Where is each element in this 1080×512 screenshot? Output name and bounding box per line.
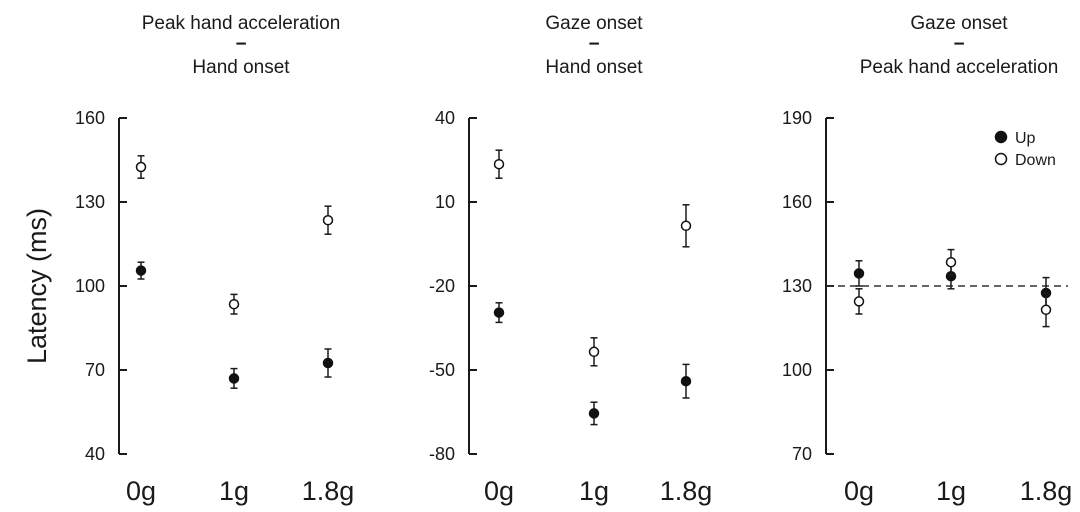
- data-point-up: [230, 374, 239, 383]
- x-tick-label: 1.8g: [1020, 476, 1073, 506]
- y-tick-label: 70: [85, 360, 105, 380]
- legend-label: Up: [1015, 130, 1036, 147]
- x-tick-label: 0g: [126, 476, 156, 506]
- y-tick-label: 70: [792, 444, 812, 464]
- legend-marker-up: [996, 132, 1007, 143]
- panel-title-top: Peak hand acceleration: [142, 13, 341, 34]
- y-tick-label: 130: [782, 276, 812, 296]
- chart-panel-2: Gaze onset−Hand onset -80 -50 -20 10 40 0g 1g 1.…: [429, 13, 712, 506]
- legend: Up Down: [996, 130, 1056, 169]
- y-tick-label: 40: [435, 108, 455, 128]
- panel-title-bottom: Hand onset: [192, 57, 290, 78]
- y-tick-label: 160: [75, 108, 105, 128]
- data-point-up: [137, 266, 146, 275]
- data-point-up: [324, 359, 333, 368]
- data-point-down: [324, 216, 333, 225]
- panel-title-operator: −: [588, 34, 599, 55]
- y-tick-label: 100: [782, 360, 812, 380]
- y-axis-label: Latency (ms): [22, 208, 52, 364]
- data-point-up: [682, 377, 691, 386]
- data-point-down: [495, 160, 504, 169]
- panel-title-operator: −: [235, 34, 246, 55]
- chart-panel-1: Peak hand acceleration−Hand onset 40 70 100…: [75, 13, 354, 506]
- x-tick-label: 1g: [579, 476, 609, 506]
- data-point-down: [682, 221, 691, 230]
- legend-marker-down: [996, 154, 1007, 165]
- y-tick-label: 40: [85, 444, 105, 464]
- data-point-down: [590, 347, 599, 356]
- x-tick-label: 1.8g: [660, 476, 713, 506]
- x-tick-label: 0g: [484, 476, 514, 506]
- panel-title-top: Gaze onset: [910, 13, 1008, 34]
- data-point-up: [495, 308, 504, 317]
- x-tick-label: 1g: [936, 476, 966, 506]
- y-tick-label: 100: [75, 276, 105, 296]
- data-point-down: [1042, 305, 1051, 314]
- chart-panel-3: Gaze onset−Peak hand acceleration 70 100 13…: [782, 13, 1072, 506]
- panel-title-bottom: Hand onset: [545, 57, 643, 78]
- data-point-down: [947, 258, 956, 267]
- y-tick-label: -20: [429, 276, 455, 296]
- y-tick-label: 190: [782, 108, 812, 128]
- data-point-down: [230, 300, 239, 309]
- y-tick-label: 10: [435, 192, 455, 212]
- data-point-up: [590, 409, 599, 418]
- x-tick-label: 1g: [219, 476, 249, 506]
- data-point-down: [855, 297, 864, 306]
- panel-title-operator: −: [953, 34, 964, 55]
- y-tick-label: -80: [429, 444, 455, 464]
- data-point-down: [137, 163, 146, 172]
- x-tick-label: 1.8g: [302, 476, 355, 506]
- y-tick-label: -50: [429, 360, 455, 380]
- panel-title-top: Gaze onset: [545, 13, 643, 34]
- y-tick-label: 130: [75, 192, 105, 212]
- data-point-up: [855, 269, 864, 278]
- y-tick-label: 160: [782, 192, 812, 212]
- x-tick-label: 0g: [844, 476, 874, 506]
- legend-label: Down: [1015, 152, 1056, 169]
- panel-title-bottom: Peak hand acceleration: [860, 57, 1059, 78]
